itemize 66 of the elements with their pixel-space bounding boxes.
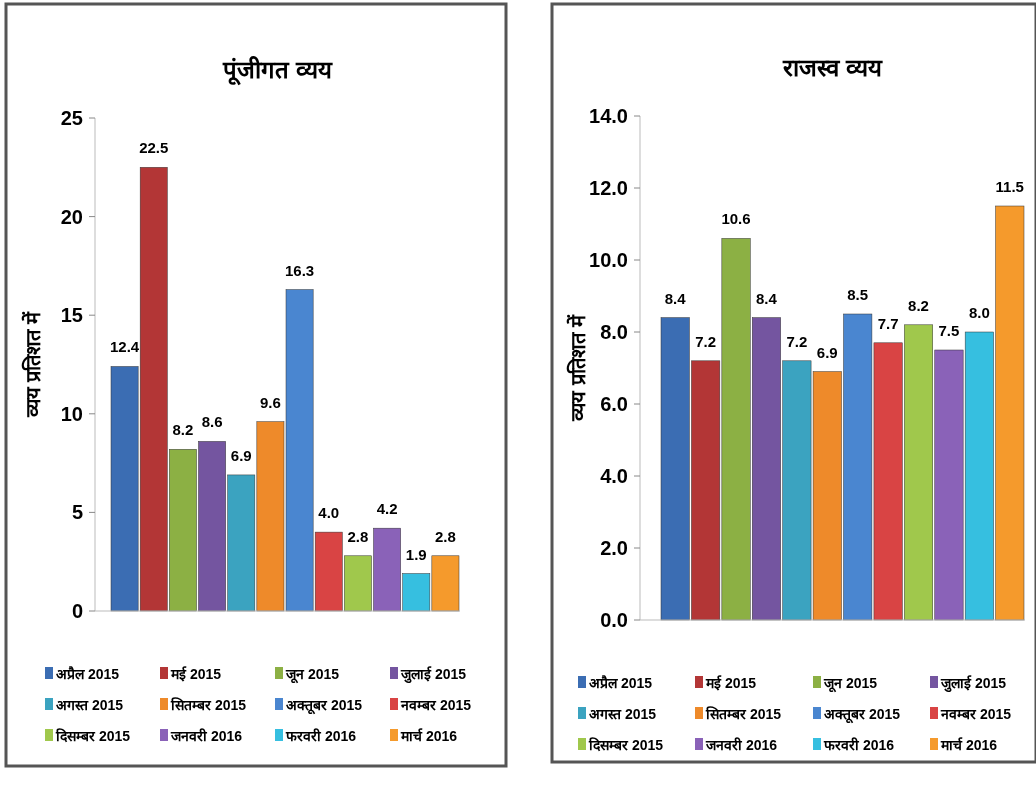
data-label: 8.2 (172, 421, 194, 439)
y-tick-label: 10 (60, 402, 83, 425)
data-label: 10.6 (721, 210, 751, 228)
data-label: 8.0 (968, 304, 990, 321)
chart-title: राजस्व व्यय (782, 54, 883, 81)
data-label: 9.6 (259, 393, 281, 411)
data-label: 12.4 (109, 338, 140, 356)
legend-label: मार्च 2016 (400, 728, 458, 744)
y-tick-label: 5 (71, 501, 83, 524)
legend-label: जून 2015 (285, 666, 340, 684)
legend-label: फरवरी 2016 (285, 728, 357, 744)
data-label: 8.4 (756, 289, 778, 307)
data-label: 16.3 (284, 261, 315, 279)
legend-label: मई 2015 (705, 675, 757, 691)
y-tick-label: 6.0 (600, 393, 628, 415)
data-label: 7.2 (786, 332, 808, 350)
y-tick-label: 4.0 (600, 465, 628, 487)
data-label: 7.7 (877, 314, 899, 332)
y-tick-label: 12.0 (589, 177, 628, 199)
legend-label: दिसम्बर 2015 (588, 737, 664, 753)
data-label: 8.6 (201, 413, 223, 431)
legend-label: जुलाई 2015 (940, 675, 1007, 693)
legend-label: सितम्बर 2015 (170, 697, 247, 713)
data-label: 6.9 (230, 446, 252, 464)
legend-label: मई 2015 (170, 666, 222, 682)
y-tick-label: 10.0 (589, 249, 628, 271)
legend-label: अक्तूबर 2015 (824, 706, 901, 724)
data-label: 4.2 (376, 500, 398, 518)
legend-label: जनवरी 2016 (705, 737, 778, 753)
legend-label: अप्रैल 2015 (56, 666, 120, 682)
y-tick-label: 14.0 (589, 105, 628, 127)
data-label: 8.5 (847, 286, 869, 303)
data-label: 7.5 (938, 322, 960, 339)
data-label: 4.0 (318, 504, 340, 522)
y-tick-label: 2.0 (600, 537, 628, 559)
data-label: 8.4 (664, 289, 687, 307)
data-label: 2.8 (347, 527, 369, 545)
legend-label: नवम्बर 2015 (400, 697, 472, 713)
data-label: 2.8 (434, 527, 456, 545)
legend-label: जनवरी 2016 (170, 728, 243, 744)
y-tick-label: 25 (60, 107, 83, 129)
y-axis-title: व्यय प्रतिशत में (566, 314, 589, 422)
y-tick-label: 8.0 (600, 321, 628, 343)
data-label: 8.2 (908, 296, 929, 314)
legend-label: नवम्बर 2015 (940, 706, 1012, 722)
y-tick-label: 0 (71, 600, 83, 622)
legend-label: दिसम्बर 2015 (55, 728, 131, 744)
data-label: 7.2 (695, 332, 717, 350)
legend-label: अक्तूबर 2015 (286, 697, 363, 715)
legend-label: अगस्त 2015 (589, 706, 657, 722)
legend-label: फरवरी 2016 (823, 737, 895, 753)
legend-label: अप्रैल 2015 (589, 675, 653, 691)
y-tick-label: 20 (60, 205, 83, 228)
legend-label: जून 2015 (823, 675, 878, 693)
legend-label: सितम्बर 2015 (705, 706, 782, 722)
data-label: 11.5 (995, 178, 1024, 195)
y-axis-title: व्यय प्रतिशत में (21, 310, 44, 419)
y-tick-label: 0.0 (600, 609, 628, 631)
legend-label: अगस्त 2015 (56, 697, 124, 713)
chart-title: पूंजीगत व्यय (222, 56, 333, 86)
legend-label: मार्च 2016 (940, 737, 998, 753)
y-tick-label: 15 (60, 304, 83, 327)
legend-label: जुलाई 2015 (400, 666, 467, 684)
data-label: 22.5 (139, 139, 169, 157)
data-label: 1.9 (405, 545, 427, 563)
data-label: 6.9 (816, 343, 838, 361)
